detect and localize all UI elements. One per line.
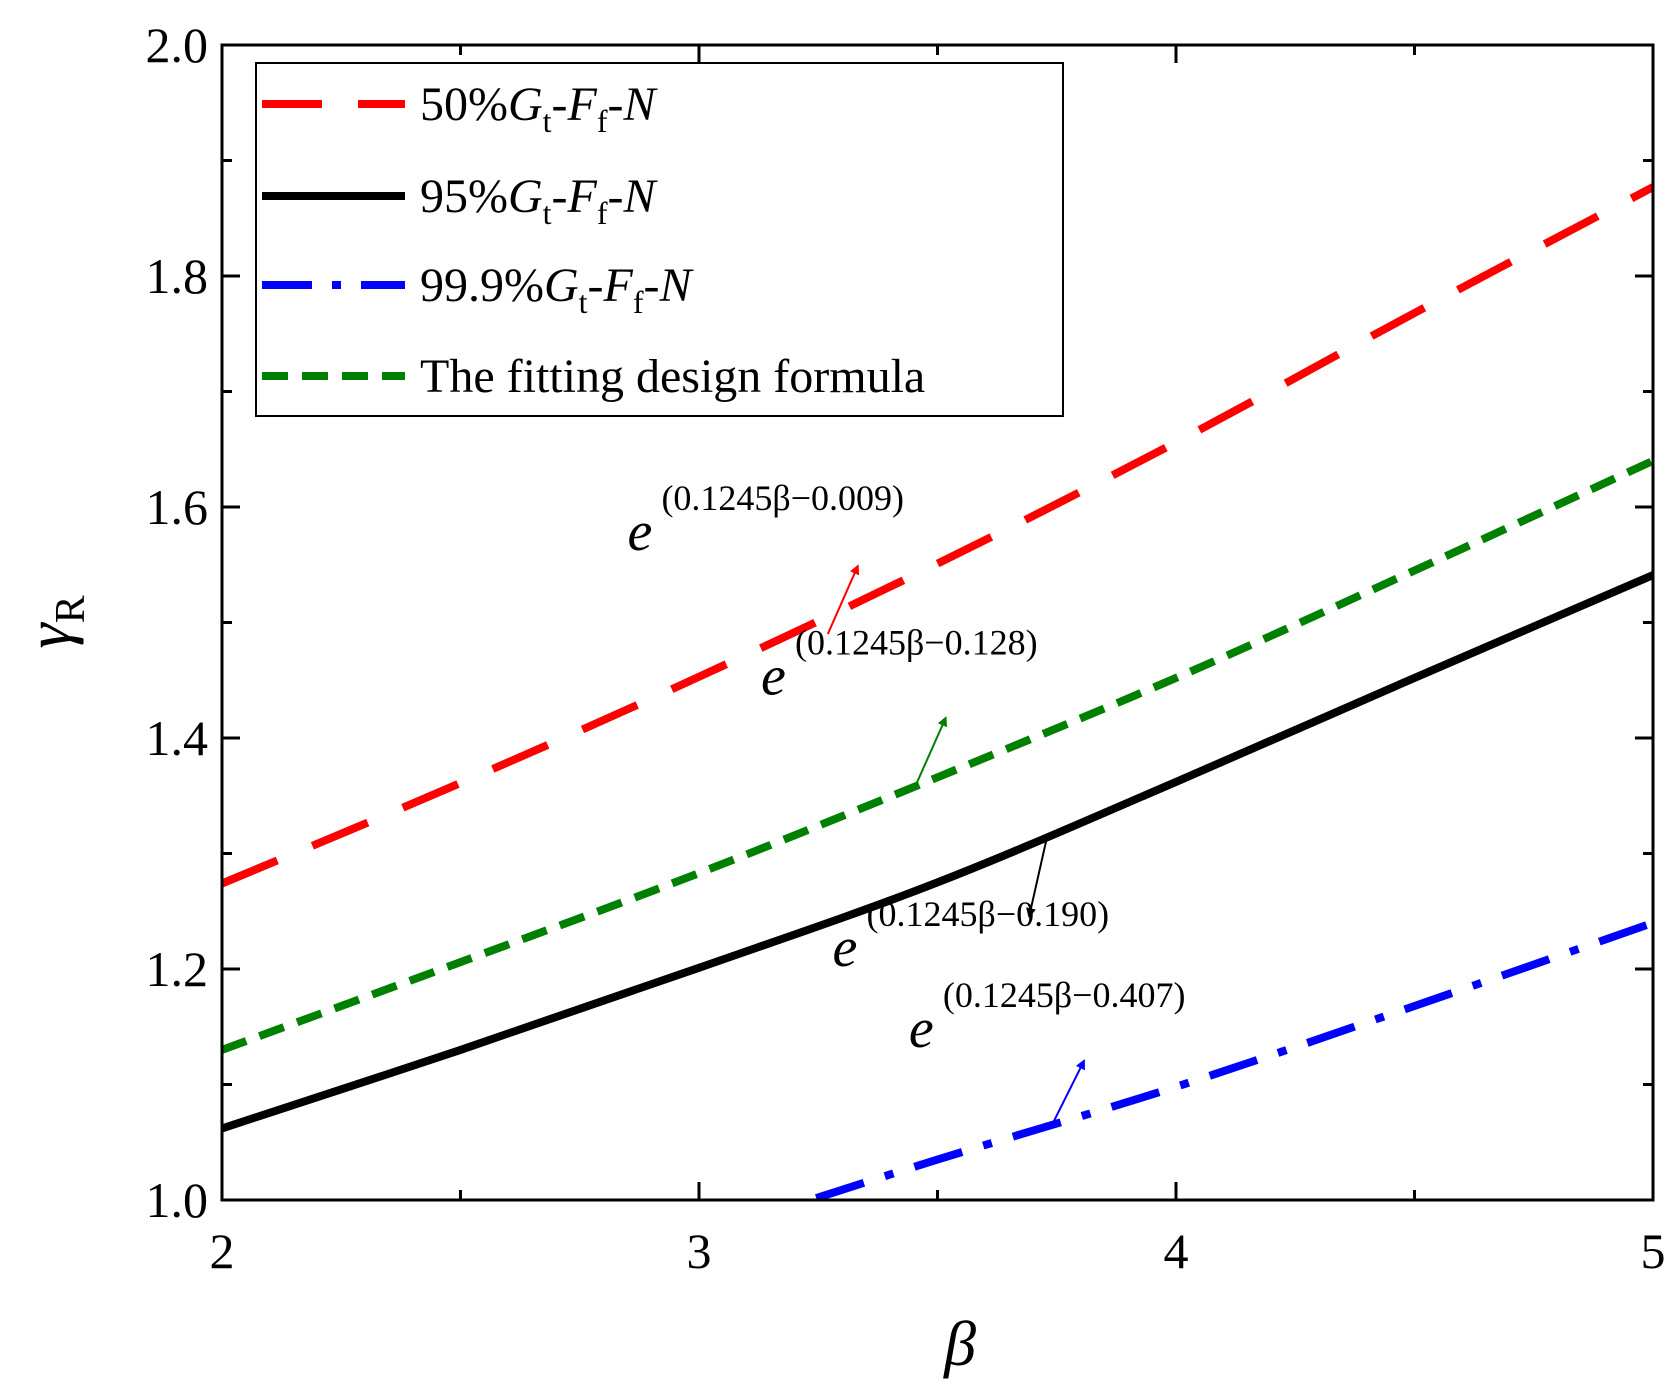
legend-dash-2: - <box>608 170 624 223</box>
legend-n: N <box>623 170 659 223</box>
legend-f-sub: f <box>597 195 608 231</box>
legend-g: G <box>508 78 543 131</box>
x-tick-label: 3 <box>687 1223 712 1279</box>
legend-dash-1: - <box>552 170 568 223</box>
y-axis-title-subscript: R <box>48 595 94 623</box>
annotation-layer: e(0.1245β−0.009)e(0.1245β−0.128)e(0.1245… <box>627 478 1185 1125</box>
y-axis-title-symbol: γ <box>13 622 84 649</box>
legend-g: G <box>508 170 543 223</box>
legend-g-sub: t <box>543 195 552 231</box>
legend-n: N <box>623 78 659 131</box>
annotation-arrow <box>1052 1061 1084 1125</box>
x-tick-label: 2 <box>210 1223 235 1279</box>
y-tick-label: 1.8 <box>146 248 209 304</box>
annotation-exponent: (0.1245β−0.009) <box>661 478 904 518</box>
series-line-3 <box>222 923 1653 1368</box>
annotation-1: e(0.1245β−0.009) <box>627 478 904 634</box>
legend-dash-1: - <box>588 259 604 312</box>
x-tick-label: 5 <box>1641 1223 1666 1279</box>
annotation-base: e <box>761 645 786 707</box>
legend-label-1: 50%Gt-Ff-N <box>420 78 659 139</box>
legend-f-sub: f <box>597 103 608 139</box>
y-tick-label: 1.0 <box>146 1172 209 1228</box>
legend-dash-2: - <box>644 259 660 312</box>
legend-g-sub: t <box>579 284 588 320</box>
y-tick-label: 1.6 <box>146 479 209 535</box>
legend-label-3: 99.9%Gt-Ff-N <box>420 259 695 320</box>
series-line-4 <box>222 461 1653 1050</box>
annotation-4: e(0.1245β−0.407) <box>909 975 1186 1125</box>
y-tick-label: 1.2 <box>146 941 209 997</box>
annotation-base: e <box>909 998 934 1060</box>
legend-f: F <box>567 170 598 223</box>
legend-prefix: 50% <box>420 78 508 131</box>
x-axis-title: β <box>942 1308 976 1379</box>
legend-f: F <box>603 259 634 312</box>
annotation-base: e <box>833 917 858 979</box>
y-axis-title: γR <box>13 595 94 648</box>
y-tick-label: 2.0 <box>146 17 209 73</box>
annotation-exponent: (0.1245β−0.128) <box>795 622 1038 662</box>
legend-f: F <box>567 78 598 131</box>
annotation-exponent: (0.1245β−0.190) <box>867 894 1110 934</box>
legend-g: G <box>544 259 579 312</box>
annotation-3: e(0.1245β−0.190) <box>833 836 1110 979</box>
legend-dash-2: - <box>608 78 624 131</box>
annotation-base: e <box>627 501 652 563</box>
x-tick-label: 4 <box>1164 1223 1189 1279</box>
legend-prefix: 95% <box>420 170 508 223</box>
legend-f-sub: f <box>633 284 644 320</box>
legend-label-2: 95%Gt-Ff-N <box>420 170 659 231</box>
legend-n: N <box>659 259 695 312</box>
legend-label-4: The fitting design formula <box>420 350 925 403</box>
y-axis-title-text: γR <box>13 595 94 648</box>
annotation-2: e(0.1245β−0.128) <box>761 622 1038 790</box>
legend-prefix: 99.9% <box>420 259 544 312</box>
legend-g-sub: t <box>543 103 552 139</box>
y-tick-label: 1.4 <box>146 710 209 766</box>
annotation-exponent: (0.1245β−0.407) <box>943 975 1186 1015</box>
legend-dash-1: - <box>552 78 568 131</box>
